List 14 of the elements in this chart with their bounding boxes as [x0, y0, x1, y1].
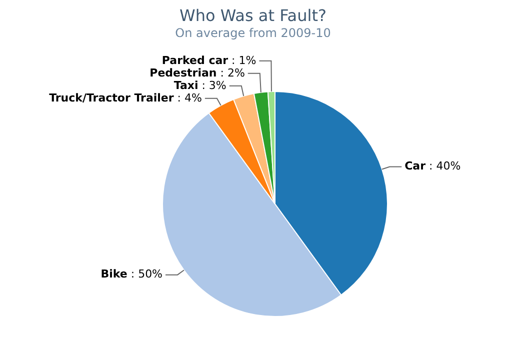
chart-title: Who Was at Fault? — [180, 6, 326, 26]
slice-label: Truck/Tractor Trailer — [49, 91, 174, 104]
data-label: : 3% — [198, 78, 226, 92]
data-label: : 4% — [174, 91, 202, 104]
data-label: : 50% — [127, 268, 163, 281]
data-label: : 40% — [426, 160, 461, 173]
data-label: : 1% — [228, 54, 256, 67]
slice-label: Pedestrian — [150, 66, 217, 80]
slice-label: Car — [404, 160, 426, 173]
slice-label: Parked car — [162, 54, 229, 67]
chart-subtitle: On average from 2009-10 — [175, 26, 331, 40]
slice-label: Taxi — [174, 78, 198, 92]
slice-label: Bike — [100, 268, 128, 281]
data-label: : 2% — [216, 66, 245, 80]
